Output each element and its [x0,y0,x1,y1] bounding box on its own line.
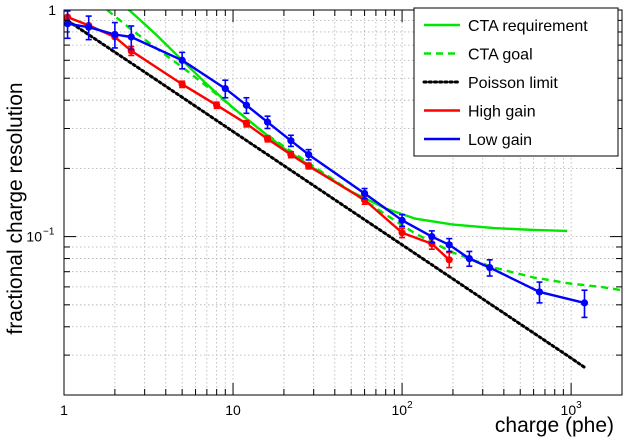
data-point [398,229,406,237]
series-line [106,10,622,292]
series-poisson-limit [64,16,586,369]
legend-label: Poisson limit [468,75,558,92]
series-cta-goal [106,10,622,292]
data-point [287,151,295,159]
data-point [535,288,544,296]
data-point [465,254,473,263]
legend-label: High gain [468,104,536,121]
series-layer [64,10,622,369]
data-point [580,299,589,307]
data-point [305,151,313,159]
data-point [242,120,251,128]
y-axis-title: fractional charge resolution [4,82,27,334]
data-point [305,162,313,170]
y-tick-label: 1 [48,2,56,18]
legend-label: Low gain [468,132,532,149]
data-point [360,189,369,198]
x-tick-label: 10 [225,402,241,418]
y-tick-exponent: −1 [43,227,55,238]
data-point [398,216,406,224]
legend: CTA requirement CTA goal Poisson limit High… [413,7,619,157]
series-line [67,15,451,261]
data-point [263,135,272,143]
data-point [178,56,186,64]
x-tick-exponent: 2 [407,400,413,411]
data-point [263,118,272,126]
data-point [486,263,494,272]
data-point [221,84,229,93]
legend-label: CTA requirement [468,18,588,35]
data-point [64,20,72,28]
data-point [428,233,436,241]
data-point [111,30,119,39]
legend-label: CTA goal [468,47,533,64]
series-low-gain [64,10,589,319]
series-line [64,16,586,369]
data-point [287,137,295,145]
x-tick-label: 102 [392,400,414,418]
x-tick-exponent: 3 [576,400,582,411]
series-high-gain [64,13,453,269]
data-point [178,80,186,88]
data-point [445,256,453,264]
x-tick-label: 1 [60,402,68,418]
data-point [445,241,453,249]
plot-frame [63,9,623,396]
data-point [127,33,135,41]
y-tick-label: 10 [26,229,42,245]
data-point [213,101,221,109]
x-axis-title: charge (phe) [495,414,614,437]
data-point [85,23,93,31]
data-point [242,101,251,109]
